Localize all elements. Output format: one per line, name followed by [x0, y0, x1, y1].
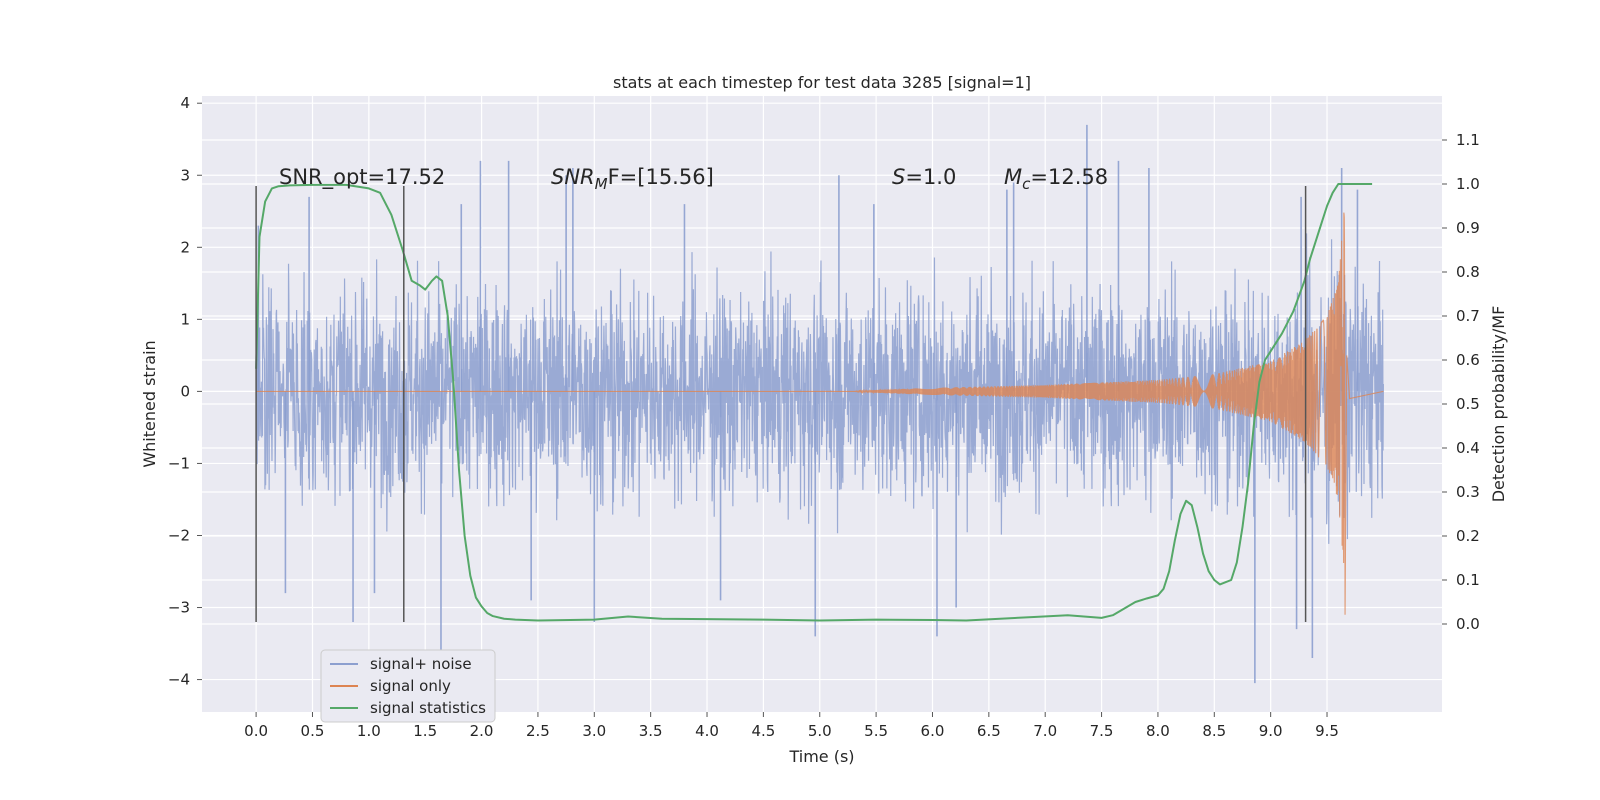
x-tick-label-11: 5.5	[864, 722, 888, 740]
legend-label-signal-only: signal only	[370, 677, 451, 695]
annotation-s-italic: S	[892, 165, 905, 189]
x-tick-label-19: 9.5	[1315, 722, 1339, 740]
y-right-tick-label-1: 0.1	[1456, 571, 1480, 589]
x-tick-label-13: 6.5	[977, 722, 1001, 740]
x-tick-label-12: 6.0	[921, 722, 945, 740]
x-tick-label-15: 7.5	[1090, 722, 1114, 740]
x-tick-label-14: 7.0	[1033, 722, 1057, 740]
annotation-mc-base: M	[1004, 165, 1022, 189]
legend-label-signal-plus-noise: signal+ noise	[370, 655, 472, 673]
annotation-mc-sub: c	[1022, 175, 1031, 193]
y-left-tick-label-3: −1	[168, 454, 190, 472]
y-left-tick-label-4: 0	[180, 382, 190, 400]
x-tick-label-1: 0.5	[301, 722, 325, 740]
y-right-tick-label-10: 1.0	[1456, 175, 1480, 193]
y-left-tick-label-0: −4	[168, 671, 190, 689]
right-y-axis-ticks: 0.0 0.1 0.2 0.3 0.4 0.5 0.6 0.7 0.8 0.9 1.0 1.1	[1442, 131, 1480, 633]
annotation-mc: Mc=12.58	[1004, 165, 1108, 193]
x-axis-ticks: 0.0 0.5 1.0 1.5 2.0 2.5 3.0 3.5 4.0 4.5 5.0 5.5 6.0 6…	[244, 712, 1339, 740]
x-tick-label-8: 4.0	[695, 722, 719, 740]
legend-label-signal-statistics: signal statistics	[370, 699, 486, 717]
legend: signal+ noise signal only signal statist…	[320, 649, 496, 723]
y-right-tick-label-8: 0.8	[1456, 263, 1480, 281]
annotation-snr-mf: SNRMF=[15.56]	[551, 165, 714, 193]
y-right-tick-label-0: 0.0	[1456, 615, 1480, 633]
chart-title: stats at each timestep for test data 328…	[613, 73, 1031, 92]
annotation-s-rest: =1.0	[905, 165, 956, 189]
x-tick-label-2: 1.0	[357, 722, 381, 740]
x-tick-label-0: 0.0	[244, 722, 268, 740]
y-right-tick-label-4: 0.4	[1456, 439, 1480, 457]
vertical-markers	[255, 186, 1307, 622]
y-right-tick-label-7: 0.7	[1456, 307, 1480, 325]
signal-statistics-series	[255, 183, 1373, 622]
x-tick-label-18: 9.0	[1259, 722, 1283, 740]
x-tick-label-4: 2.0	[470, 722, 494, 740]
y-left-tick-label-5: 1	[180, 310, 190, 328]
y-right-tick-label-9: 0.9	[1456, 219, 1480, 237]
annotation-snr-mf-sub: M	[595, 175, 608, 193]
annotation-snr-opt: SNR_opt=17.52	[279, 165, 445, 190]
x-tick-label-16: 8.0	[1146, 722, 1170, 740]
y-left-tick-label-1: −3	[168, 599, 190, 617]
y-right-tick-label-6: 0.6	[1456, 351, 1480, 369]
left-y-axis-label: Whitened strain	[140, 340, 159, 467]
signal-only-line	[256, 212, 1384, 615]
annotation-s: S=1.0	[892, 165, 956, 189]
annotation-snr-mf-base: SNR	[551, 165, 595, 189]
y-left-tick-label-6: 2	[180, 238, 190, 256]
annotation-snr-mf-rest: F=[15.56]	[608, 165, 714, 189]
legend-box	[320, 649, 496, 723]
x-axis-label: Time (s)	[788, 747, 854, 766]
y-right-tick-label-3: 0.3	[1456, 483, 1480, 501]
y-right-tick-label-5: 0.5	[1456, 395, 1480, 413]
x-tick-label-6: 3.0	[582, 722, 606, 740]
x-tick-label-9: 4.5	[751, 722, 775, 740]
x-tick-label-10: 5.0	[808, 722, 832, 740]
y-left-tick-label-7: 3	[180, 166, 190, 184]
annotation-mc-rest: =12.58	[1030, 165, 1108, 189]
x-tick-label-5: 2.5	[526, 722, 550, 740]
right-y-axis-label: Detection probability/MF	[1489, 306, 1508, 503]
y-left-tick-label-8: 4	[180, 94, 190, 112]
y-right-tick-label-11: 1.1	[1456, 131, 1480, 149]
x-tick-label-17: 8.5	[1202, 722, 1226, 740]
y-right-tick-label-2: 0.2	[1456, 527, 1480, 545]
signal-statistics-line	[255, 183, 1373, 622]
y-left-tick-label-2: −2	[168, 526, 190, 544]
signal-only-series	[256, 212, 1384, 615]
x-tick-label-3: 1.5	[413, 722, 437, 740]
left-y-axis-ticks: −4 −3 −2 −1 0 1 2 3 4	[168, 94, 202, 689]
x-tick-label-7: 3.5	[639, 722, 663, 740]
